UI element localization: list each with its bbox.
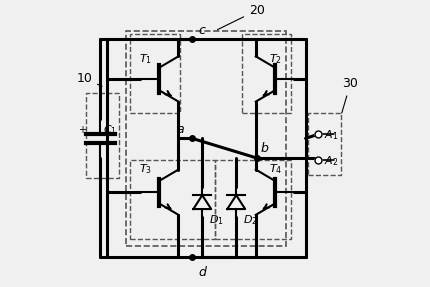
Text: $A_1$: $A_1$ [324,129,338,142]
Text: $D_1$: $D_1$ [209,214,224,227]
Text: c: c [198,24,205,36]
Text: 30: 30 [342,77,358,113]
Text: +: + [78,125,86,135]
Text: a: a [176,123,184,135]
Text: $A_2$: $A_2$ [324,154,338,168]
Text: $C_1$: $C_1$ [103,123,117,137]
Text: 10: 10 [76,72,102,86]
Text: $D_2$: $D_2$ [243,214,258,227]
Text: $T_4$: $T_4$ [269,163,282,177]
Text: b: b [260,142,268,155]
Text: $T_3$: $T_3$ [138,163,152,177]
Text: 20: 20 [218,4,265,30]
Text: $T_2$: $T_2$ [269,52,282,66]
Text: d: d [198,266,206,279]
Text: $T_1$: $T_1$ [138,52,152,66]
